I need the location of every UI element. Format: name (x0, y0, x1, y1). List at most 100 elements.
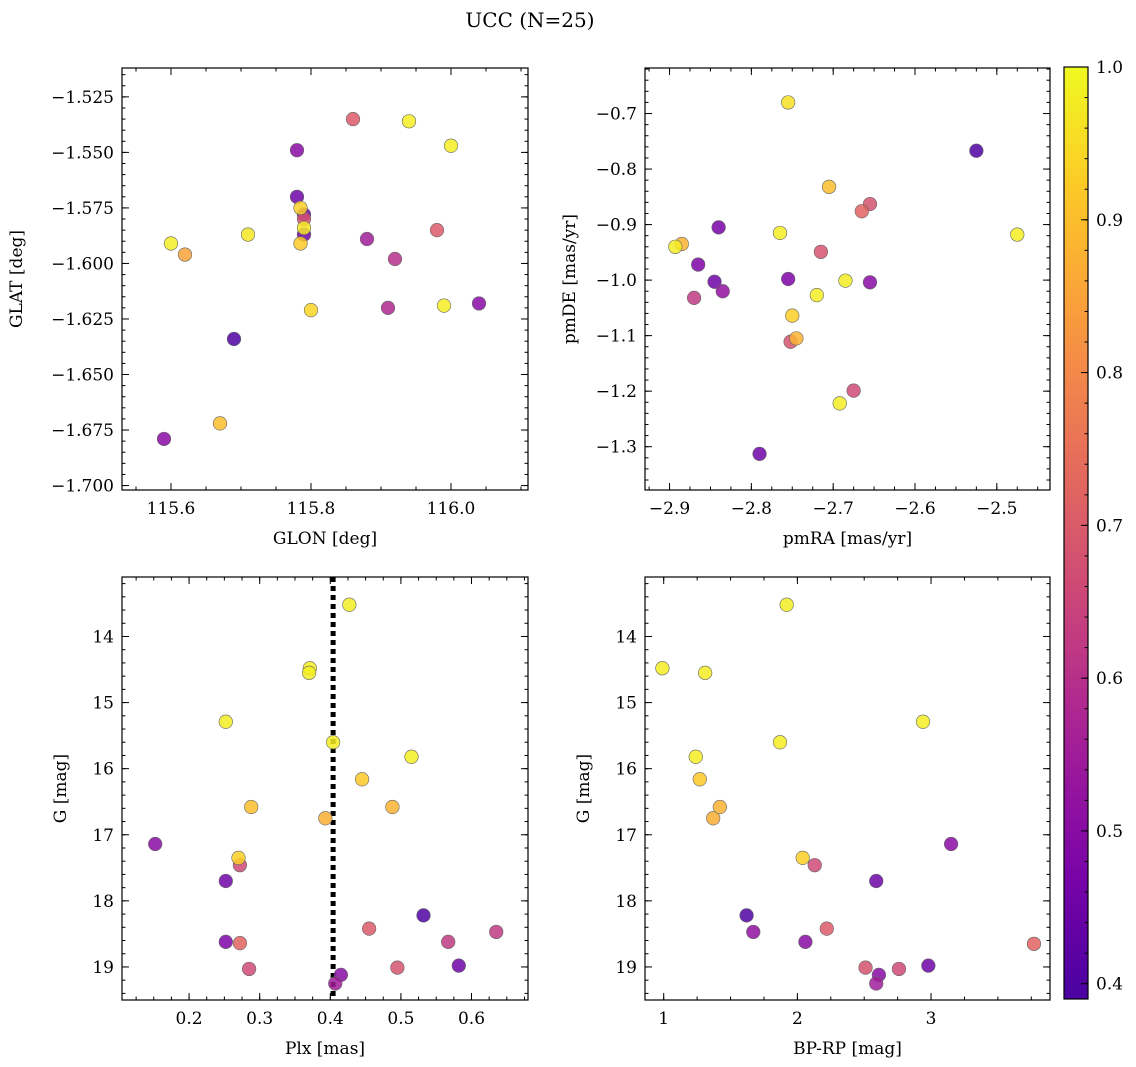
points-group (148, 577, 504, 1000)
points-group (655, 597, 1042, 991)
y-tick-label: −1.600 (51, 254, 114, 274)
data-point (715, 284, 730, 299)
x-tick-label: −2.7 (813, 499, 854, 519)
data-point (698, 665, 713, 680)
y-axis-label: G [mag] (51, 754, 71, 823)
y-tick-label: −1.525 (51, 88, 114, 108)
data-point (821, 179, 837, 194)
data-point (846, 383, 861, 398)
data-point (869, 873, 884, 889)
y-tick-label: −1.700 (51, 477, 114, 497)
x-axis-label: pmRA [mas/yr] (783, 529, 912, 549)
data-point (218, 934, 233, 949)
data-point (218, 714, 233, 729)
points-group (156, 111, 487, 447)
data-point (416, 908, 431, 923)
x-tick-label: 0.5 (387, 1009, 414, 1029)
data-point (869, 976, 884, 991)
y-tick-label: 19 (615, 958, 637, 978)
x-tick-label: 0.6 (458, 1009, 485, 1029)
data-point (686, 290, 702, 305)
data-point (752, 446, 767, 462)
data-point (318, 811, 333, 826)
x-tick-label: 1 (658, 1009, 669, 1029)
colorbar-tick-label: 0.6 (1096, 669, 1123, 689)
y-tick-label: 15 (615, 694, 637, 714)
figure-title: UCC (N=25) (465, 8, 594, 32)
y-tick-label: −1.1 (596, 327, 637, 347)
data-point (779, 597, 794, 612)
axes-frame (644, 576, 1051, 1001)
axes-frame (121, 576, 529, 1001)
data-point (441, 934, 456, 949)
data-point (303, 302, 319, 318)
data-point (387, 251, 403, 267)
data-point (1026, 936, 1042, 951)
data-point (212, 416, 228, 431)
data-point (746, 924, 761, 940)
data-point (832, 396, 847, 411)
colorbar: 0.4 0.5 0.6 0.7 0.8 0.9 1.0 (1063, 58, 1123, 1000)
data-point (739, 908, 754, 923)
x-tick-label: 115.8 (287, 499, 336, 519)
data-point (240, 227, 256, 242)
y-tick-label: 18 (615, 892, 637, 912)
y-tick-label: 18 (92, 892, 114, 912)
data-point (345, 111, 361, 127)
y-tick-label: 16 (92, 760, 114, 780)
data-point (218, 873, 233, 889)
data-point (362, 921, 377, 936)
data-point (302, 665, 317, 680)
data-point (691, 257, 706, 272)
axes-frame (121, 67, 529, 491)
x-tick-label: 0.4 (317, 1009, 344, 1029)
data-point (655, 661, 670, 676)
data-point (232, 936, 248, 951)
data-point (404, 749, 419, 764)
data-point (163, 236, 179, 251)
data-point (838, 273, 853, 288)
colorbar-gradient (1064, 67, 1088, 999)
x-tick-label: −2.5 (976, 499, 1017, 519)
data-point (359, 231, 375, 247)
data-point (668, 239, 683, 254)
axes-frame (644, 67, 1051, 491)
data-point (354, 772, 370, 787)
x-tick-label: 3 (926, 1009, 937, 1029)
data-point (789, 331, 804, 346)
data-point (293, 200, 308, 216)
x-tick-label: 0.2 (176, 1009, 203, 1029)
data-point (915, 714, 931, 729)
data-point (798, 934, 813, 949)
y-tick-label: 14 (615, 627, 637, 647)
data-point (471, 296, 487, 311)
data-point (293, 236, 308, 251)
colorbar-tick-label: 0.5 (1096, 822, 1123, 842)
data-point (401, 114, 417, 129)
data-point (921, 958, 936, 973)
y-tick-label: −1.675 (51, 421, 114, 441)
y-tick-label: −1.3 (596, 438, 637, 458)
y-axis-label: G [mag] (574, 754, 594, 823)
x-tick-label: 116.0 (427, 499, 476, 519)
data-point (156, 431, 172, 447)
data-point (451, 958, 466, 973)
data-point (226, 331, 242, 347)
data-point (854, 204, 869, 219)
y-tick-label: −0.8 (596, 160, 637, 180)
colorbar-tick-label: 0.7 (1096, 516, 1123, 536)
y-tick-label: −1.0 (596, 271, 637, 291)
data-point (712, 799, 727, 815)
data-point (943, 836, 959, 852)
points-group (668, 95, 1025, 462)
data-point (688, 749, 703, 764)
y-tick-label: −1.550 (51, 143, 114, 163)
y-tick-label: 15 (92, 694, 114, 714)
x-tick-label: 2 (792, 1009, 803, 1029)
data-point (289, 143, 305, 158)
data-point (380, 300, 396, 315)
data-point (231, 850, 246, 865)
data-point (858, 960, 873, 975)
colorbar-frame (1063, 66, 1089, 1000)
